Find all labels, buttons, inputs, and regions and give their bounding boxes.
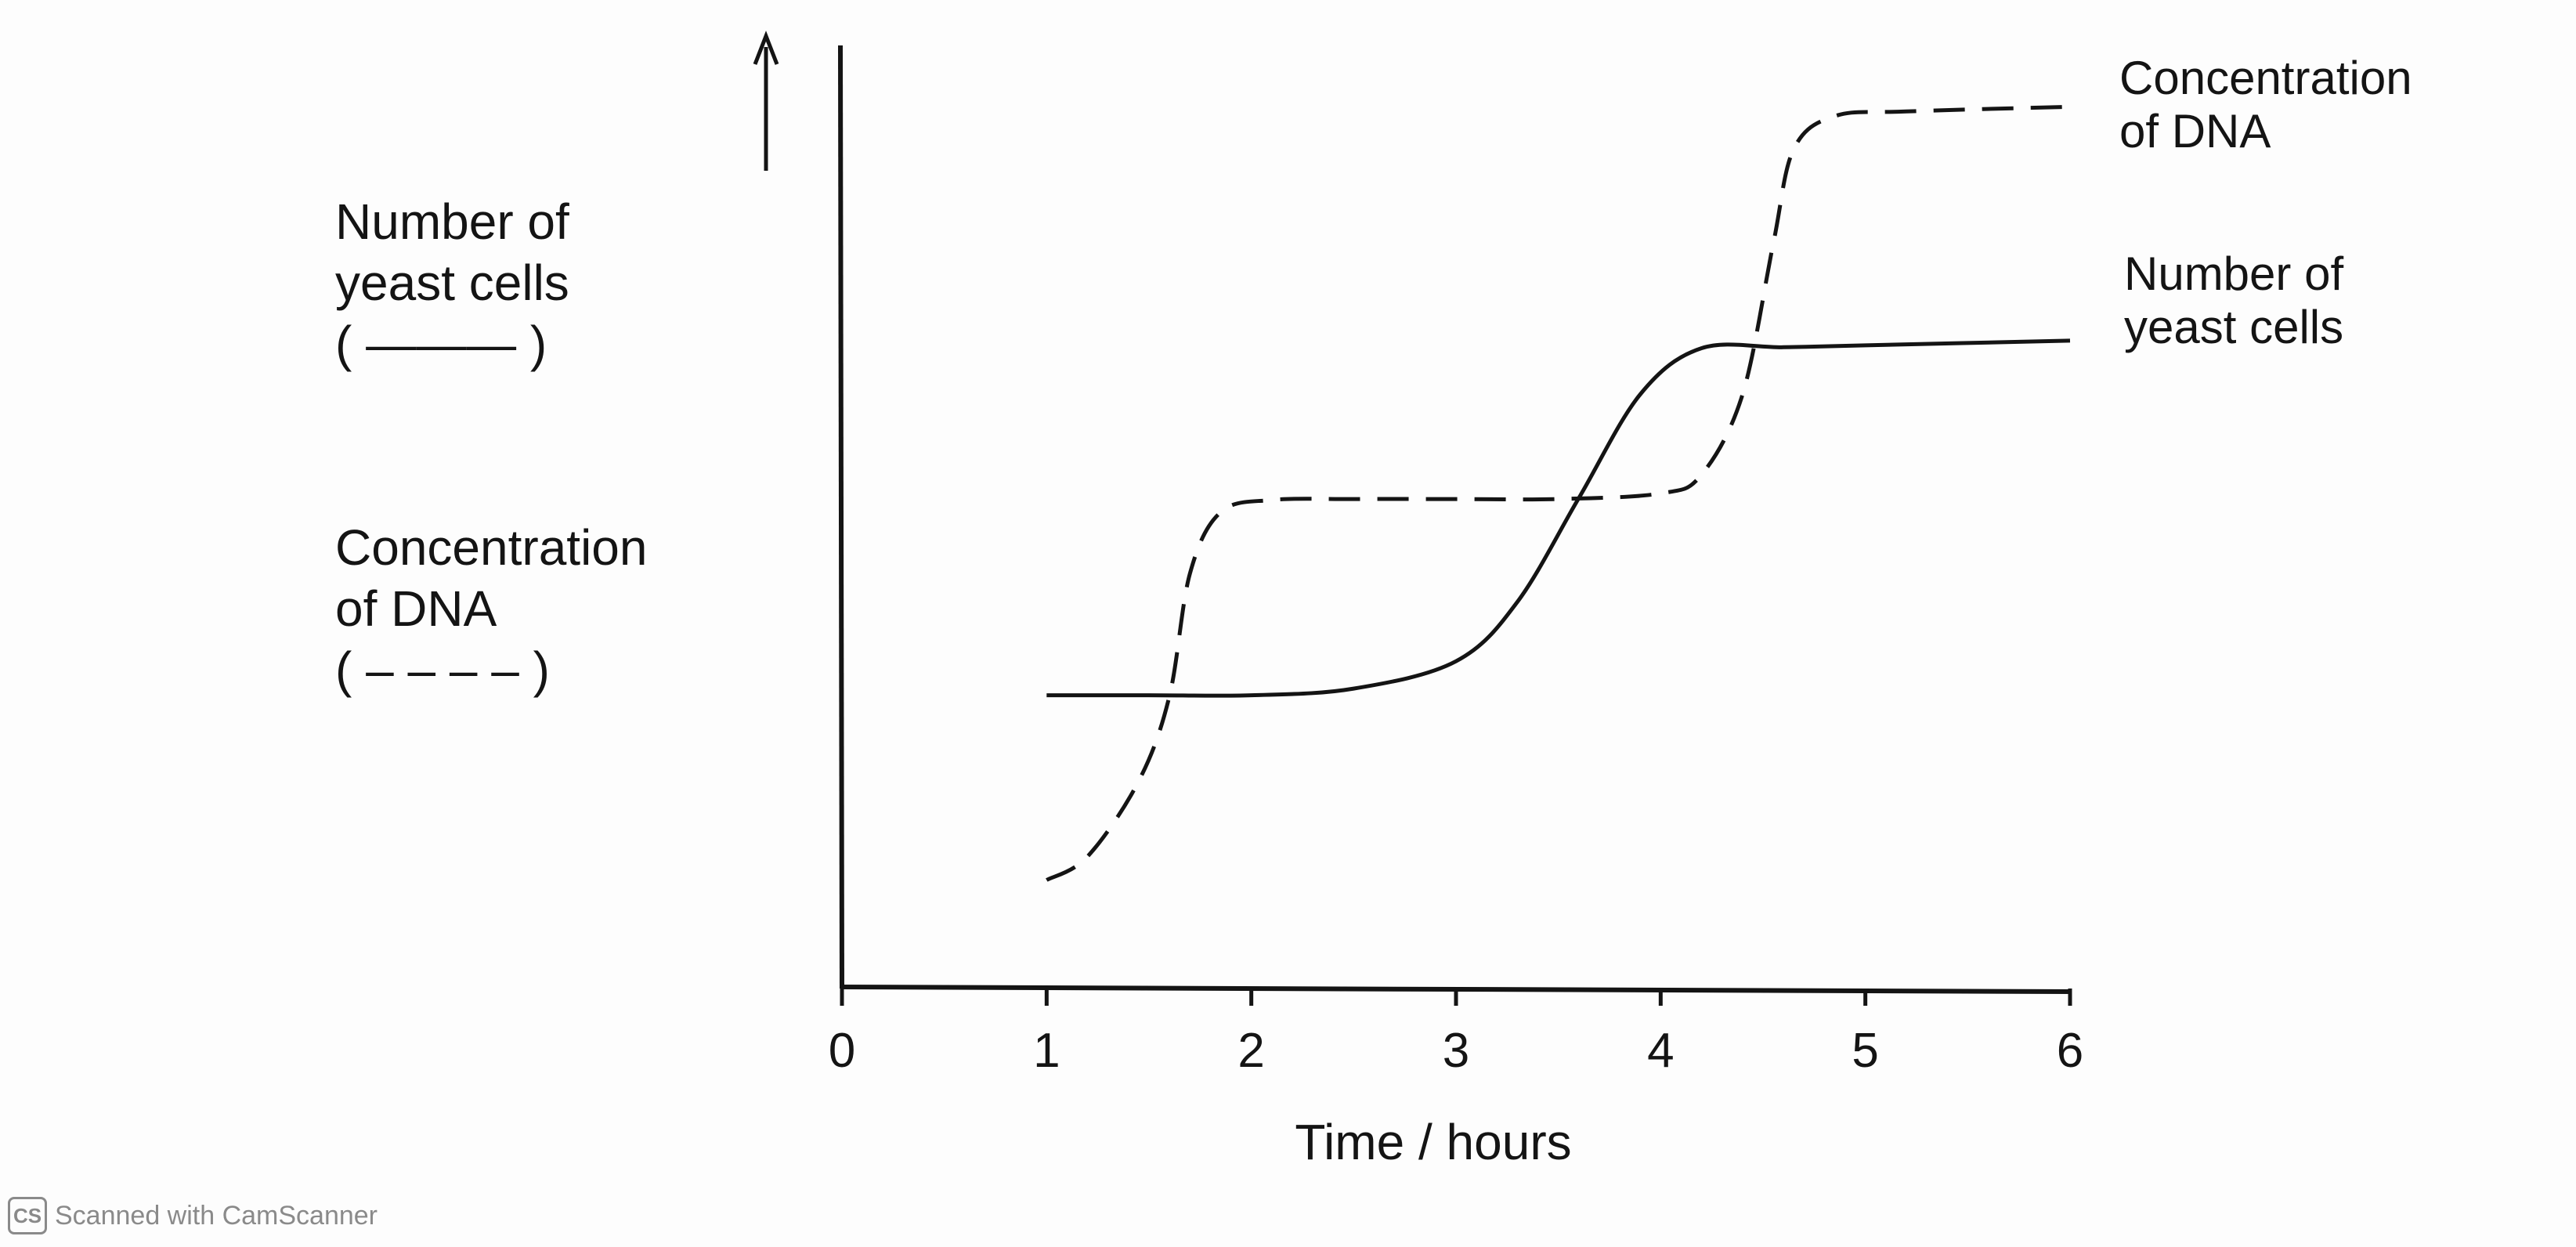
x-tick-label: 2 (1237, 1024, 1264, 1078)
y-label-dna-line-1: Concentration (335, 519, 648, 576)
end-label-dna-line-1: Concentration (2119, 52, 2412, 104)
x-tick-label: 4 (1647, 1024, 1674, 1078)
scanner-watermark: CS Scanned with CamScanner (8, 1197, 378, 1234)
y-label-yeast-cells: Number of yeast cells ( ——— ) (335, 191, 569, 374)
y-axis-line (838, 45, 844, 989)
x-ticks: 0 1 2 3 4 5 6 (829, 989, 2083, 1078)
y-arrow (753, 31, 779, 171)
end-label-yeast: Number of yeast cells (2124, 248, 2343, 354)
end-label-yeast-line-1: Number of (2124, 248, 2344, 300)
x-tick-label: 5 (1852, 1024, 1878, 1078)
end-label-dna: Concentration of DNA (2119, 52, 2412, 158)
y-label-yeast-line-2: yeast cells (335, 255, 569, 311)
y-label-yeast-key: ( ——— ) (335, 316, 547, 372)
y-label-dna-line-2: of DNA (335, 580, 497, 637)
series-line-yeast-cells (1046, 338, 2071, 698)
x-tick-label: 0 (829, 1024, 855, 1078)
y-label-dna-concentration: Concentration of DNA ( – – – – ) (335, 517, 647, 700)
watermark-text: Scanned with CamScanner (55, 1200, 378, 1231)
camscanner-logo-icon: CS (8, 1197, 47, 1234)
x-tick-label: 6 (2057, 1024, 2083, 1078)
x-tick-label: 3 (1443, 1024, 1469, 1078)
y-label-yeast-line-1: Number of (335, 193, 569, 250)
x-tick-label: 1 (1033, 1024, 1060, 1078)
end-label-dna-line-2: of DNA (2119, 105, 2271, 157)
series-line-dna-concentration (1046, 104, 2071, 882)
x-axis-label: Time / hours (1295, 1114, 1571, 1170)
end-label-yeast-line-2: yeast cells (2124, 301, 2344, 353)
y-label-dna-key: ( – – – – ) (335, 642, 550, 698)
series-lines (1046, 104, 2071, 882)
